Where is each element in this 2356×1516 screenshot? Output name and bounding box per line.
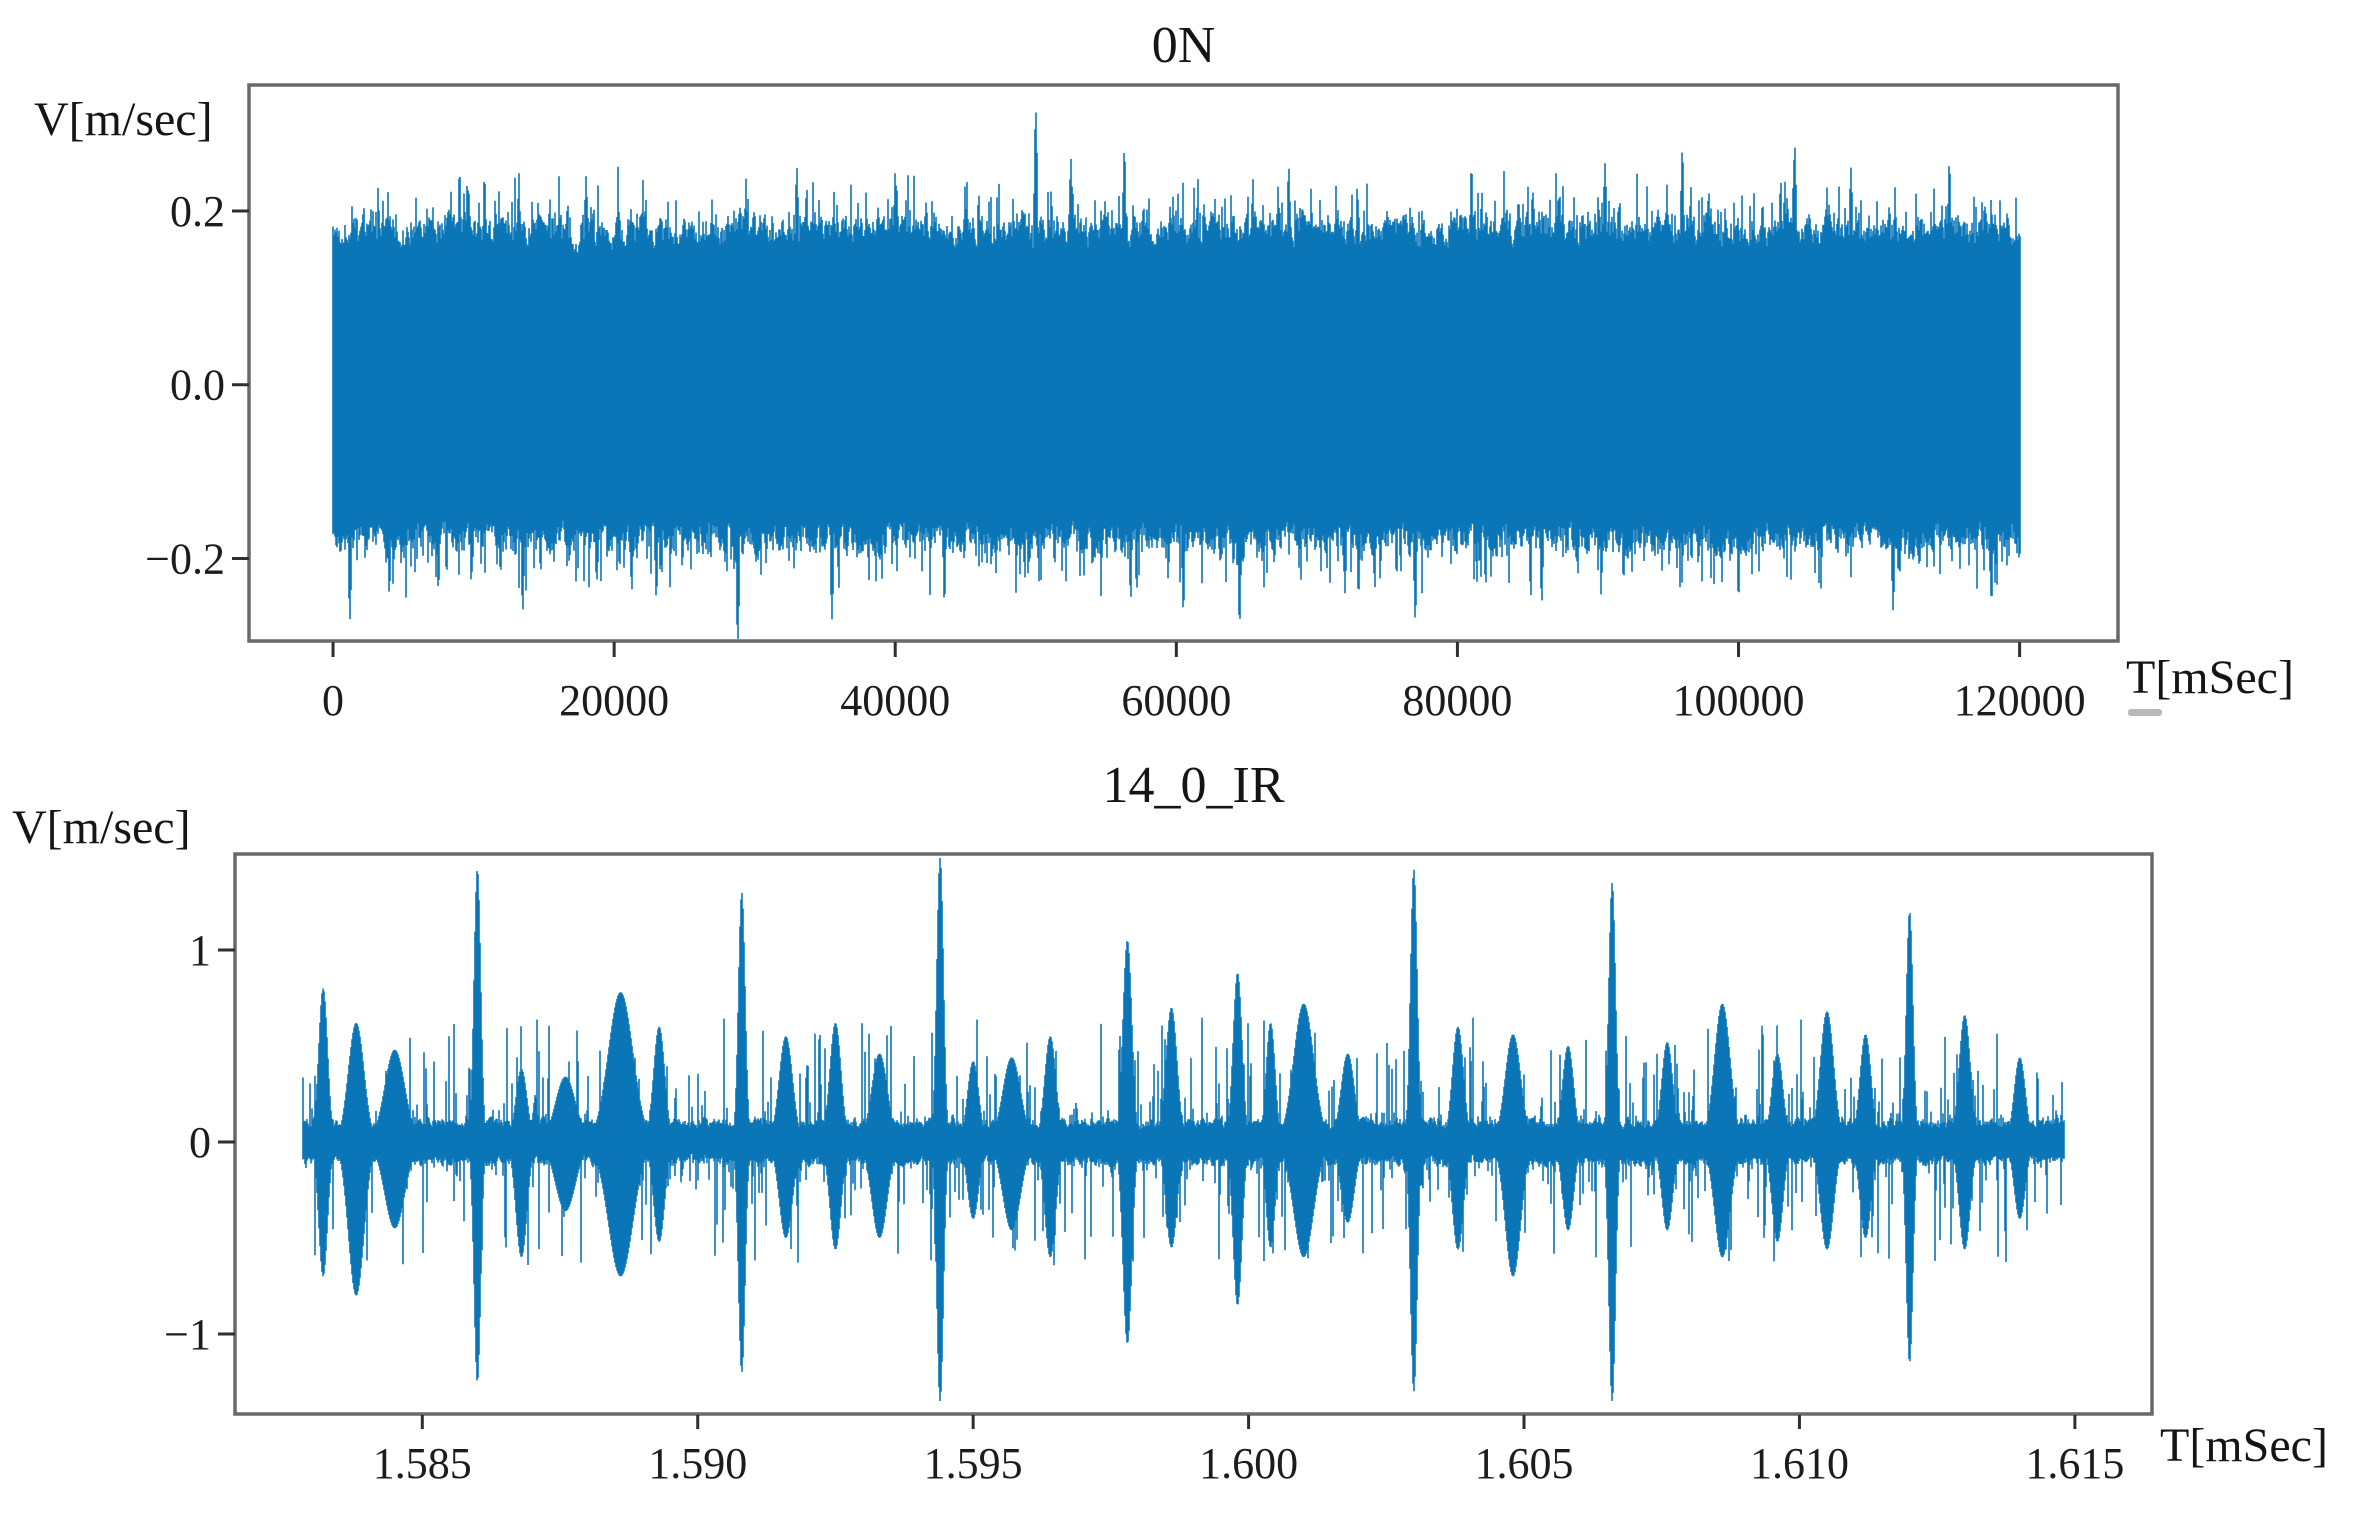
y-tick-label: −0.2: [145, 534, 225, 583]
y-axis-label: V[m/sec]: [34, 93, 213, 146]
x-tick-label: 1.600: [1199, 1439, 1298, 1488]
y-tick-label: 0: [189, 1118, 211, 1167]
x-tick-label: 60000: [1121, 676, 1231, 725]
smudge-artifact: [2128, 709, 2162, 716]
axes-box: [247, 83, 2120, 643]
y-tick-label: 0.0: [170, 361, 225, 410]
x-tick-label: 80000: [1402, 676, 1512, 725]
axes-box: [233, 852, 2154, 1416]
x-axis-label: T[mSec]: [2160, 1419, 2328, 1472]
x-tick-label: 120000: [1954, 676, 2086, 725]
y-tick-label: −1: [164, 1310, 211, 1359]
x-tick-label: 1.590: [648, 1439, 747, 1488]
x-tick-label: 20000: [559, 676, 669, 725]
x-tick-label: 1.615: [2025, 1439, 2124, 1488]
y-axis-label: V[m/sec]: [12, 801, 191, 854]
x-tick-label: 40000: [840, 676, 950, 725]
waveform-path: [302, 858, 2065, 1401]
chart-title: 14_0_IR: [1102, 757, 1285, 814]
waveform-path: [332, 112, 2021, 639]
x-tick-label: 1.595: [924, 1439, 1023, 1488]
x-axis-label: T[mSec]: [2126, 651, 2294, 704]
y-tick-label: 0.2: [170, 187, 225, 236]
y-tick-label: 1: [189, 926, 211, 975]
x-tick-label: 100000: [1673, 676, 1805, 725]
x-tick-label: 1.610: [1750, 1439, 1849, 1488]
x-tick-label: 1.585: [373, 1439, 472, 1488]
x-tick-label: 1.605: [1475, 1439, 1574, 1488]
x-tick-label: 0: [322, 676, 344, 725]
chart-title: 0N: [1151, 17, 1216, 74]
